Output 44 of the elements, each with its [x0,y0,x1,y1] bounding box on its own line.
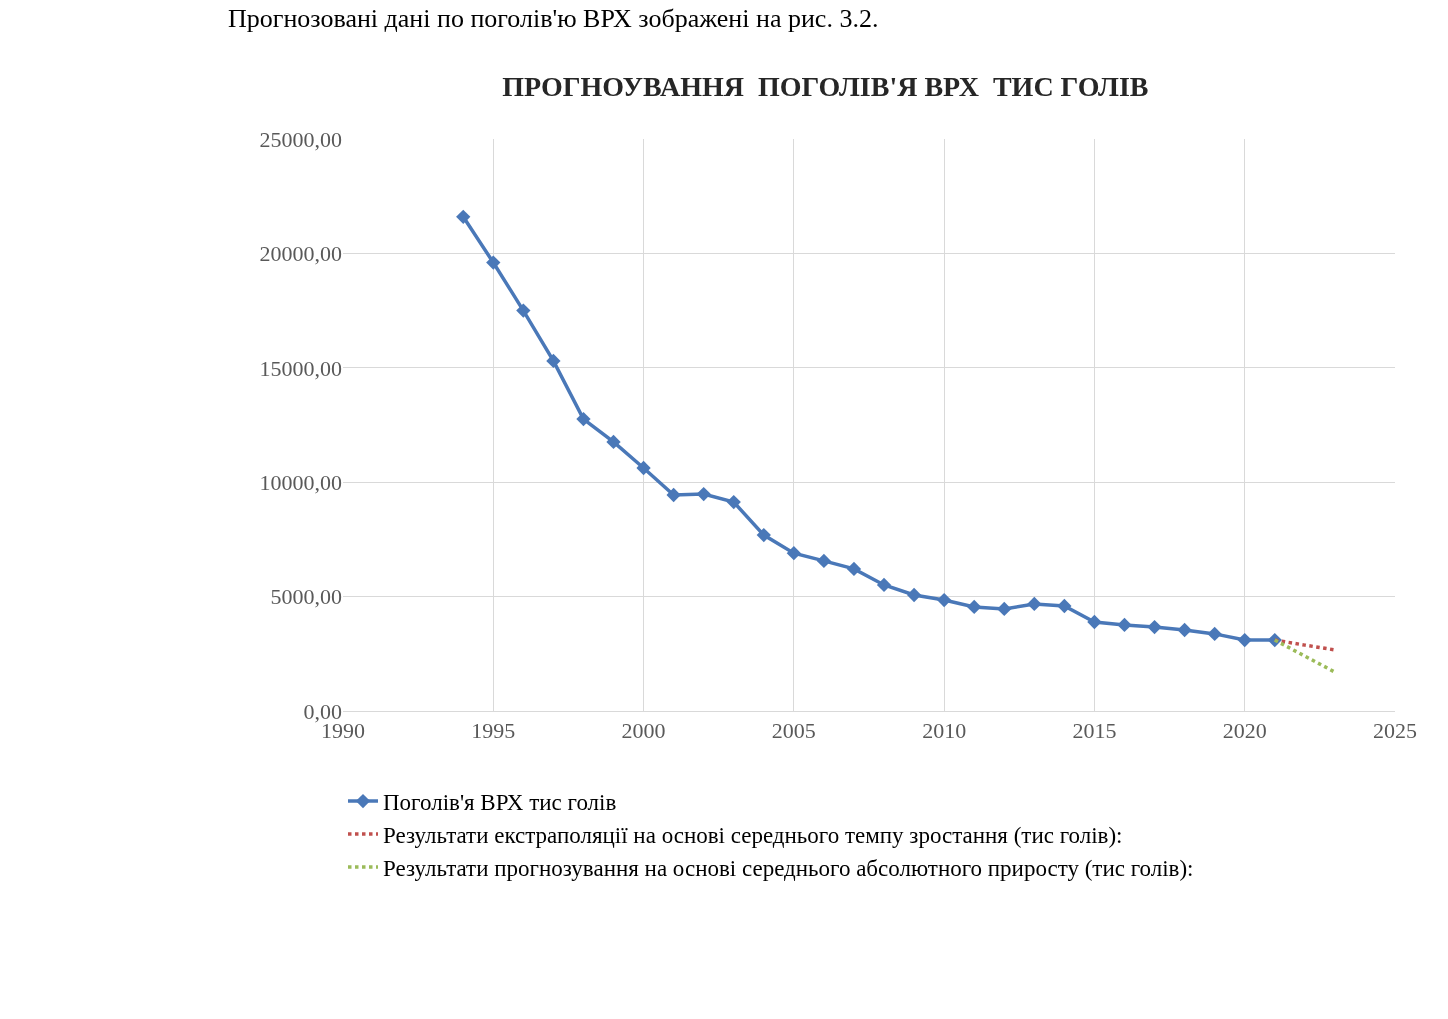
point [606,434,621,450]
point [1237,632,1252,648]
point [486,255,501,270]
point [636,460,651,476]
point [576,411,591,427]
x-tick-label: 2010 [922,718,967,744]
text: Прогнозовані дані по поголів'ю ВРХ зображені на рис. 3.2. [228,4,879,33]
y-tick-label: 15000,00 [259,355,342,381]
x-tick-label: 2020 [1222,718,1267,744]
point [1207,626,1222,642]
point [1117,617,1132,633]
x-tick-label: 2005 [771,718,816,744]
point [786,545,802,561]
chart-title: ПРОГНОУВАННЯ ПОГОЛІВ'Я ВРХ ТИС ГОЛІВ [502,71,1149,103]
y-tick-label: 20000,00 [259,241,342,267]
point [546,353,561,369]
point [456,209,471,224]
point [876,577,892,593]
point [726,494,741,510]
point [1147,619,1162,635]
x-tick-label: 2000 [621,718,666,744]
legend-label: Поголів'я ВРХ тис голів [383,790,617,816]
point [666,487,681,503]
point [906,587,922,603]
point [516,303,531,318]
y-tick-label: 5000,00 [270,584,342,610]
x-tick-label: 2025 [1373,718,1417,744]
y-tick-label: 25000,00 [259,126,342,152]
x-tick-label: 1995 [471,718,516,744]
point [816,553,832,569]
point [967,599,982,615]
point [1027,596,1042,612]
point [846,561,862,577]
point [756,527,771,543]
point [997,601,1012,617]
point [1057,598,1072,614]
x-tick-label: 2015 [1072,718,1117,744]
y-tick-label: 10000,00 [259,469,342,495]
point [696,486,711,502]
legend-label: Результати екстраполяції на основі середнього темпу зростання (тис голів): [383,822,1123,848]
point [936,592,952,608]
point [1087,614,1102,630]
point [1177,622,1192,638]
legend-label: Результати прогнозування на основі середнього абсолютного приросту (тис голів): [383,855,1194,881]
